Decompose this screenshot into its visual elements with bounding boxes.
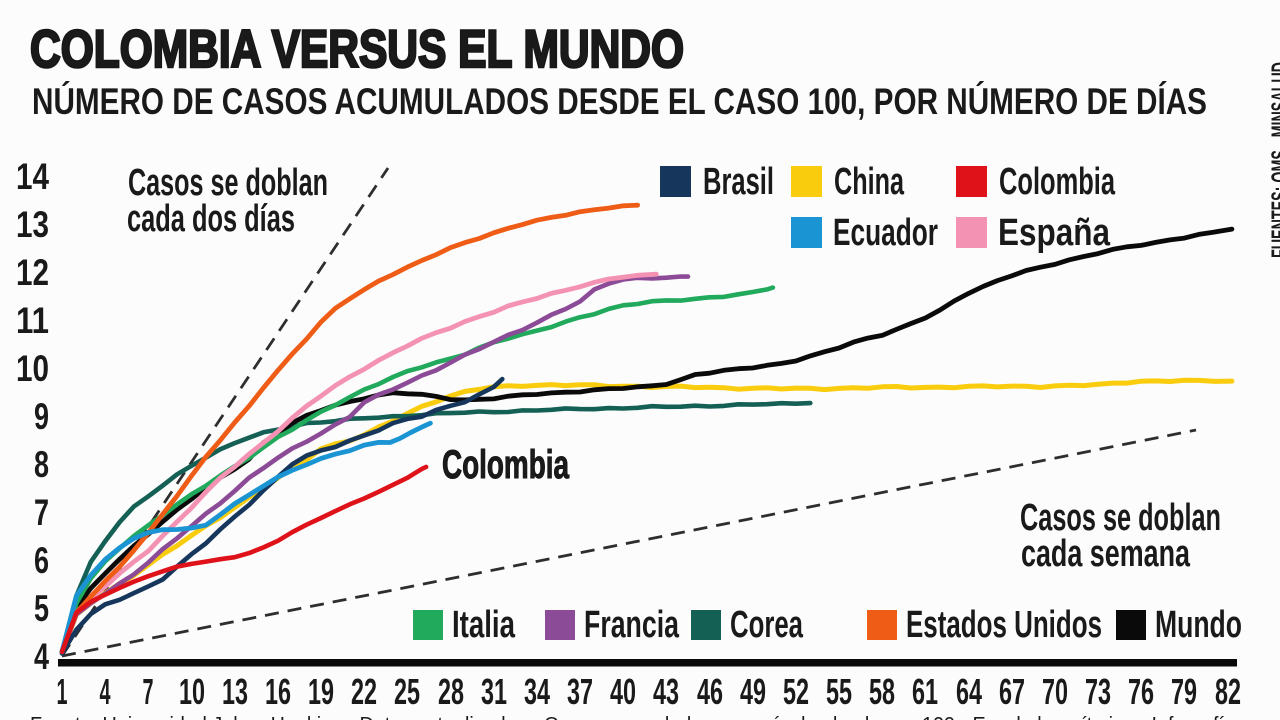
svg-text:Brasil: Brasil: [703, 161, 774, 203]
svg-text:10: 10: [16, 348, 49, 389]
svg-text:1: 1: [57, 671, 68, 712]
svg-text:Estados Unidos: Estados Unidos: [906, 604, 1102, 646]
svg-text:Mundo: Mundo: [1155, 604, 1242, 646]
svg-text:cada semana: cada semana: [1021, 533, 1191, 575]
svg-text:6: 6: [34, 540, 49, 581]
svg-text:13: 13: [16, 204, 49, 245]
svg-text:cada dos días: cada dos días: [127, 198, 295, 240]
svg-text:49: 49: [740, 671, 766, 712]
svg-text:19: 19: [308, 671, 334, 712]
svg-text:22: 22: [351, 671, 377, 712]
svg-text:7: 7: [143, 671, 154, 712]
svg-text:4: 4: [100, 671, 111, 712]
svg-text:China: China: [834, 161, 905, 203]
svg-text:9: 9: [34, 396, 49, 437]
svg-text:73: 73: [1085, 671, 1111, 712]
svg-text:37: 37: [567, 671, 593, 712]
svg-text:52: 52: [783, 671, 809, 712]
svg-text:Casos se doblan: Casos se doblan: [128, 162, 328, 204]
svg-text:31: 31: [481, 671, 507, 712]
svg-text:Ecuador: Ecuador: [833, 212, 938, 254]
svg-text:58: 58: [869, 671, 895, 712]
svg-text:Fuente: Universidad Johns Hopk: Fuente: Universidad Johns Hopkins · Dato…: [30, 714, 1236, 720]
svg-text:40: 40: [610, 671, 636, 712]
svg-text:Casos se doblan: Casos se doblan: [1020, 497, 1221, 539]
svg-text:55: 55: [826, 671, 852, 712]
svg-text:NÚMERO DE CASOS ACUMULADOS DES: NÚMERO DE CASOS ACUMULADOS DESDE EL CASO…: [32, 80, 1207, 122]
svg-text:67: 67: [999, 671, 1025, 712]
svg-text:Italia: Italia: [452, 604, 516, 646]
svg-text:Francia: Francia: [584, 604, 680, 646]
svg-text:5: 5: [34, 588, 49, 629]
svg-text:79: 79: [1171, 671, 1197, 712]
svg-text:COLOMBIA VERSUS EL MUNDO: COLOMBIA VERSUS EL MUNDO: [30, 20, 684, 79]
svg-text:82: 82: [1215, 671, 1241, 712]
svg-text:34: 34: [524, 671, 550, 712]
svg-text:43: 43: [653, 671, 679, 712]
svg-text:Colombia: Colombia: [999, 161, 1116, 203]
svg-text:8: 8: [34, 444, 49, 485]
svg-text:28: 28: [438, 671, 464, 712]
svg-text:Colombia: Colombia: [442, 443, 570, 487]
svg-text:4: 4: [34, 636, 49, 677]
svg-text:14: 14: [16, 156, 49, 197]
svg-text:64: 64: [956, 671, 982, 712]
svg-text:7: 7: [34, 492, 49, 533]
svg-text:España: España: [998, 212, 1111, 254]
svg-text:Corea: Corea: [730, 604, 804, 646]
svg-text:13: 13: [222, 671, 248, 712]
svg-text:76: 76: [1128, 671, 1154, 712]
svg-text:70: 70: [1042, 671, 1068, 712]
svg-text:12: 12: [16, 252, 49, 293]
svg-text:61: 61: [912, 671, 938, 712]
svg-text:46: 46: [697, 671, 723, 712]
svg-text:25: 25: [394, 671, 420, 712]
svg-text:16: 16: [265, 671, 291, 712]
svg-text:10: 10: [179, 671, 205, 712]
svg-text:FUENTES: OMS - MINSALUD: FUENTES: OMS - MINSALUD: [1267, 62, 1280, 258]
svg-text:11: 11: [16, 300, 49, 341]
